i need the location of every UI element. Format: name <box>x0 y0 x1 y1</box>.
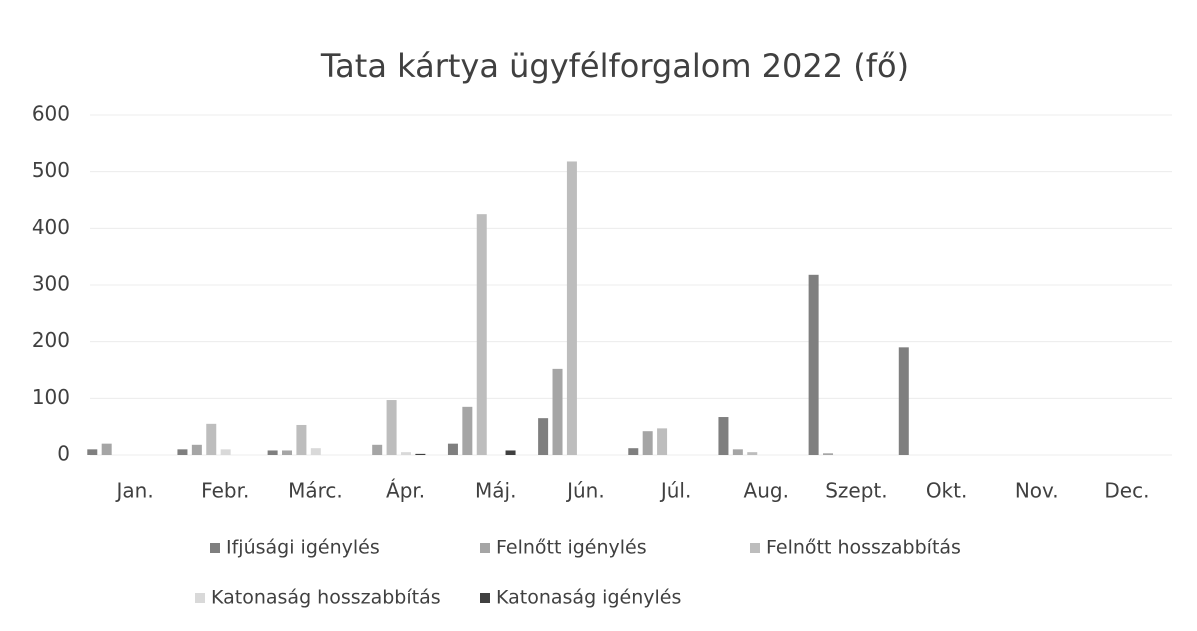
bar <box>87 449 98 455</box>
legend-swatch <box>210 543 220 553</box>
bar <box>642 431 653 455</box>
x-tick-label: Dec. <box>1104 479 1149 503</box>
y-tick-label: 200 <box>32 328 70 352</box>
y-tick-label: 500 <box>32 158 70 182</box>
bar <box>823 453 834 455</box>
y-tick-label: 400 <box>32 215 70 239</box>
bar <box>191 444 202 455</box>
legend-label: Katonaság hosszabbítás <box>211 587 441 609</box>
bar <box>296 424 307 455</box>
bar <box>310 448 321 455</box>
legend-label: Ifjúsági igénylés <box>226 537 380 559</box>
bar <box>220 449 231 455</box>
bar <box>566 161 577 455</box>
x-tick-label: Máj. <box>475 479 516 503</box>
legend-swatch <box>480 543 490 553</box>
x-tick-label: Aug. <box>744 479 789 503</box>
bar <box>552 368 563 455</box>
legend-swatch <box>195 593 205 603</box>
legend-swatch <box>750 543 760 553</box>
x-tick-label: Ápr. <box>386 479 425 503</box>
legend-label: Katonaság igénylés <box>496 587 681 609</box>
chart-title: Tata kártya ügyfélforgalom 2022 (fő) <box>320 47 909 85</box>
y-tick-label: 0 <box>57 442 70 466</box>
bar <box>718 417 729 455</box>
bar <box>282 450 293 455</box>
bar <box>808 274 819 455</box>
bar <box>400 452 411 455</box>
legend-swatch <box>480 593 490 603</box>
x-tick-label: Okt. <box>926 479 968 503</box>
legend-label: Felnőtt igénylés <box>496 537 647 559</box>
bar <box>267 450 278 455</box>
bar <box>372 444 383 455</box>
bar <box>206 423 217 455</box>
bar <box>747 452 758 455</box>
bar <box>657 428 668 455</box>
bar <box>386 400 397 455</box>
x-tick-label: Febr. <box>201 479 249 503</box>
bar <box>538 418 549 455</box>
x-tick-label: Nov. <box>1015 479 1059 503</box>
y-tick-label: 600 <box>32 102 70 126</box>
bar <box>447 443 458 455</box>
bar <box>628 448 639 455</box>
bar <box>177 449 188 455</box>
bar <box>732 449 743 455</box>
x-tick-label: Júl. <box>659 479 692 503</box>
bar <box>415 453 426 455</box>
y-tick-label: 100 <box>32 385 70 409</box>
bar <box>505 450 516 455</box>
legend-label: Felnőtt hosszabbítás <box>766 537 961 559</box>
x-tick-label: Jan. <box>114 479 153 503</box>
x-tick-label: Jún. <box>565 479 605 503</box>
y-tick-label: 300 <box>32 272 70 296</box>
x-tick-label: Szept. <box>825 479 887 503</box>
bar <box>101 443 112 455</box>
bar <box>476 214 487 455</box>
bar <box>898 347 909 455</box>
bar <box>462 406 473 455</box>
x-tick-label: Márc. <box>288 479 343 503</box>
